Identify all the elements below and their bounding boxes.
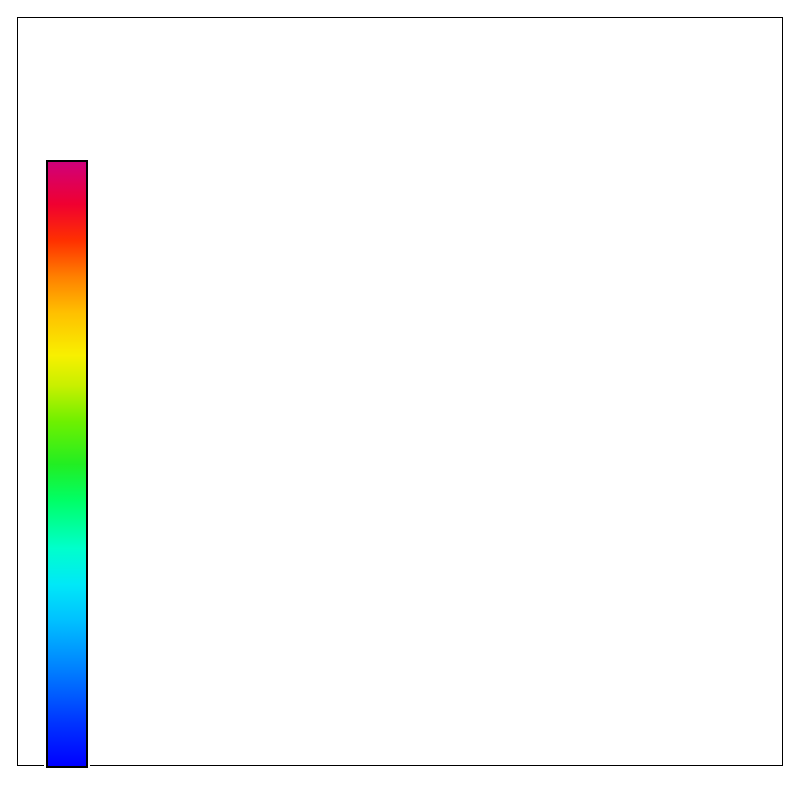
graticule	[17, 17, 783, 766]
top-axis-ruler	[17, 17, 783, 26]
bottom-axis-ruler	[17, 757, 783, 767]
right-axis-ruler	[773, 17, 783, 766]
colorbar-gradient	[44, 158, 90, 770]
colorbar	[44, 158, 90, 770]
left-axis-ruler	[8, 17, 18, 766]
map-plot-area	[17, 17, 783, 766]
wind-barbs-layer	[17, 17, 783, 766]
